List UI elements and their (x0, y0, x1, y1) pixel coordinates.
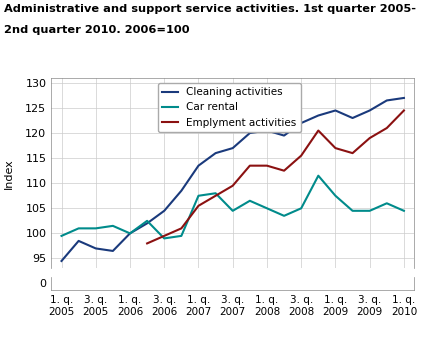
Emplyment activities (161, 234, 167, 238)
Emplyment activities (315, 129, 320, 133)
Legend: Cleaning activities, Car rental, Emplyment activities: Cleaning activities, Car rental, Emplyme… (158, 83, 300, 132)
Car rental (93, 226, 98, 230)
Text: 2nd quarter 2010. 2006=100: 2nd quarter 2010. 2006=100 (4, 25, 190, 35)
Cleaning activities (110, 249, 115, 253)
Line: Cleaning activities: Cleaning activities (61, 98, 403, 261)
Car rental (127, 231, 132, 235)
Car rental (144, 219, 150, 223)
Car rental (213, 191, 218, 195)
Emplyment activities (383, 126, 389, 130)
Emplyment activities (213, 194, 218, 198)
Emplyment activities (400, 108, 406, 113)
Cleaning activities (366, 108, 371, 113)
Car rental (366, 209, 371, 213)
Cleaning activities (230, 146, 235, 150)
Car rental (230, 209, 235, 213)
Car rental (178, 234, 184, 238)
Emplyment activities (247, 164, 252, 168)
Car rental (196, 194, 201, 198)
Car rental (247, 199, 252, 203)
Cleaning activities (400, 96, 406, 100)
Car rental (400, 209, 406, 213)
Cleaning activities (178, 189, 184, 193)
Car rental (59, 234, 64, 238)
Cleaning activities (298, 121, 303, 125)
Text: Index: Index (4, 158, 14, 189)
Cleaning activities (264, 129, 269, 133)
Cleaning activities (144, 221, 150, 225)
Cleaning activities (281, 133, 286, 138)
Emplyment activities (230, 184, 235, 188)
Cleaning activities (161, 209, 167, 213)
Car rental (298, 206, 303, 210)
Cleaning activities (93, 246, 98, 251)
Cleaning activities (127, 231, 132, 235)
Line: Emplyment activities: Emplyment activities (147, 110, 403, 244)
Cleaning activities (59, 259, 64, 263)
Cleaning activities (315, 113, 320, 118)
Cleaning activities (383, 98, 389, 103)
Car rental (76, 226, 81, 230)
Car rental (264, 206, 269, 210)
Emplyment activities (332, 146, 337, 150)
Car rental (110, 224, 115, 228)
Emplyment activities (196, 204, 201, 208)
Car rental (281, 214, 286, 218)
Car rental (383, 201, 389, 205)
Emplyment activities (144, 241, 150, 246)
Cleaning activities (349, 116, 354, 120)
Cleaning activities (332, 108, 337, 113)
Car rental (315, 173, 320, 178)
Emplyment activities (178, 226, 184, 230)
Text: Administrative and support service activities. 1st quarter 2005-: Administrative and support service activ… (4, 4, 415, 13)
Car rental (332, 194, 337, 198)
Line: Car rental: Car rental (61, 176, 403, 238)
Cleaning activities (213, 151, 218, 155)
Emplyment activities (349, 151, 354, 155)
Cleaning activities (247, 131, 252, 135)
Car rental (161, 236, 167, 240)
Emplyment activities (298, 154, 303, 158)
Emplyment activities (264, 164, 269, 168)
Car rental (349, 209, 354, 213)
Emplyment activities (281, 169, 286, 173)
Emplyment activities (366, 136, 371, 140)
Cleaning activities (76, 239, 81, 243)
Cleaning activities (196, 164, 201, 168)
